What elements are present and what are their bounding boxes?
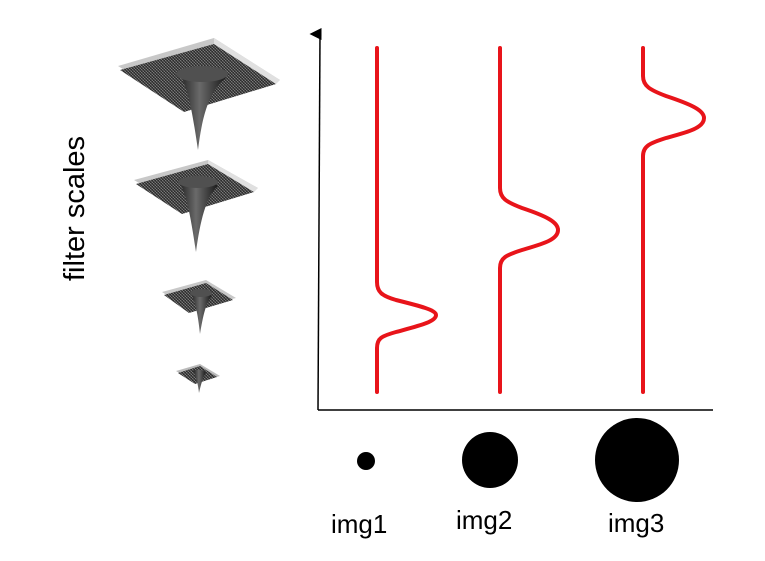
filter-scales-axis-label: filter scales [59,135,91,281]
scale-response-curves [375,46,706,394]
response-curve-img2 [498,46,560,394]
image-blob-img1 [357,452,375,470]
image-blob-img3 [595,418,679,502]
filter-kernel-scale-4 [118,38,280,150]
image-blob-img2 [462,432,518,488]
filter-kernel-scale-3 [134,160,258,252]
image-label-img2: img2 [456,505,513,535]
filter-kernels [118,38,280,393]
image-label-img1: img1 [331,509,388,539]
filter-kernel-scale-1 [176,364,220,393]
image-label-img3: img3 [608,508,665,538]
response-curve-img1 [375,46,438,394]
plot-axes [309,28,713,411]
y-axis [309,28,322,411]
input-images [357,418,679,502]
response-curve-img3 [641,46,706,394]
filter-kernel-scale-2 [162,280,236,334]
